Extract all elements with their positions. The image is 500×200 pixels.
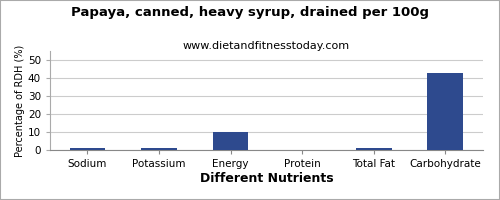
Y-axis label: Percentage of RDH (%): Percentage of RDH (%) <box>15 44 25 157</box>
Bar <box>141 148 177 150</box>
Bar <box>356 148 392 150</box>
Bar <box>428 73 463 150</box>
Bar <box>70 148 106 150</box>
Text: Papaya, canned, heavy syrup, drained per 100g: Papaya, canned, heavy syrup, drained per… <box>71 6 429 19</box>
Bar <box>212 132 248 150</box>
Title: www.dietandfitnesstoday.com: www.dietandfitnesstoday.com <box>183 41 350 51</box>
X-axis label: Different Nutrients: Different Nutrients <box>200 172 333 185</box>
